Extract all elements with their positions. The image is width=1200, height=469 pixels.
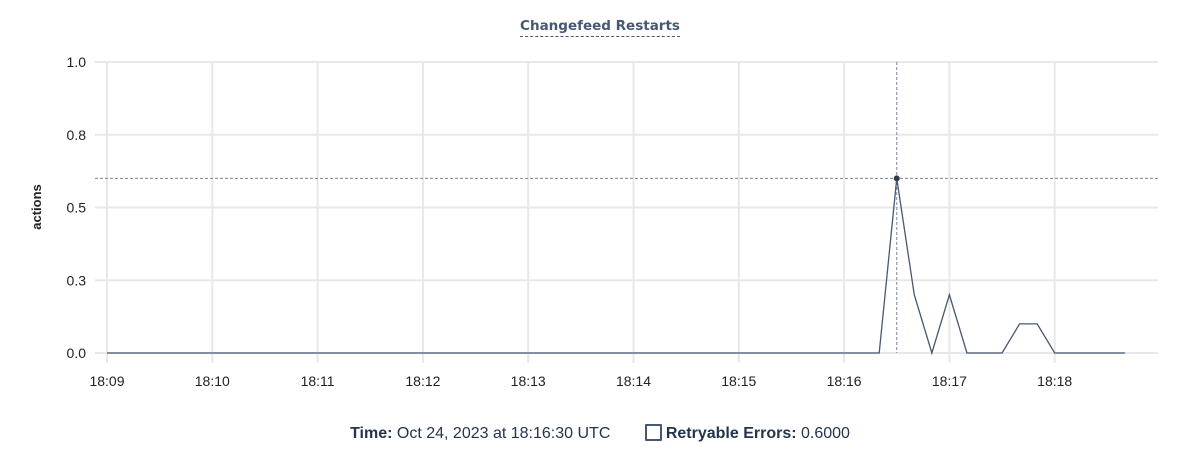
line-chart: 0.0 0.3 0.5 0.8 1.0 18:09 18:10 18:11 18:12 18:13… — [29, 54, 1158, 389]
time-label: Time: — [350, 425, 393, 442]
series-value: 0.6000 — [801, 425, 850, 442]
series-line — [107, 178, 1125, 356]
series-label[interactable]: Retryable Errors: — [665, 425, 797, 442]
time-value: Oct 24, 2023 at 18:16:30 UTC — [396, 425, 611, 442]
x-tick-label: 18:09 — [89, 373, 124, 389]
x-tick-label: 18:14 — [616, 373, 651, 389]
y-tick-label: 0.0 — [67, 345, 87, 361]
x-tick-label: 18:17 — [932, 373, 967, 389]
legend: Time: Oct 24, 2023 at 18:16:30 UTC Retry… — [0, 424, 1200, 443]
y-tick-label: 0.8 — [67, 127, 87, 143]
x-tick-label: 18:10 — [195, 373, 230, 389]
x-tick-label: 18:12 — [405, 373, 440, 389]
x-tick-label: 18:13 — [511, 373, 546, 389]
chart-title-text[interactable]: Changefeed Restarts — [520, 18, 680, 37]
y-tick-label: 0.5 — [67, 200, 87, 216]
series-checkbox[interactable] — [644, 424, 662, 441]
y-tick-label: 0.3 — [67, 272, 87, 288]
y-axis-label: actions — [29, 184, 44, 230]
x-tick-label: 18:18 — [1037, 373, 1072, 389]
chart-title[interactable]: Changefeed Restarts — [0, 17, 1200, 37]
hover-point — [893, 175, 900, 182]
x-tick-label: 18:15 — [721, 373, 756, 389]
x-tick-label: 18:16 — [827, 373, 862, 389]
y-tick-label: 1.0 — [67, 54, 87, 70]
x-tick-label: 18:11 — [301, 373, 335, 389]
